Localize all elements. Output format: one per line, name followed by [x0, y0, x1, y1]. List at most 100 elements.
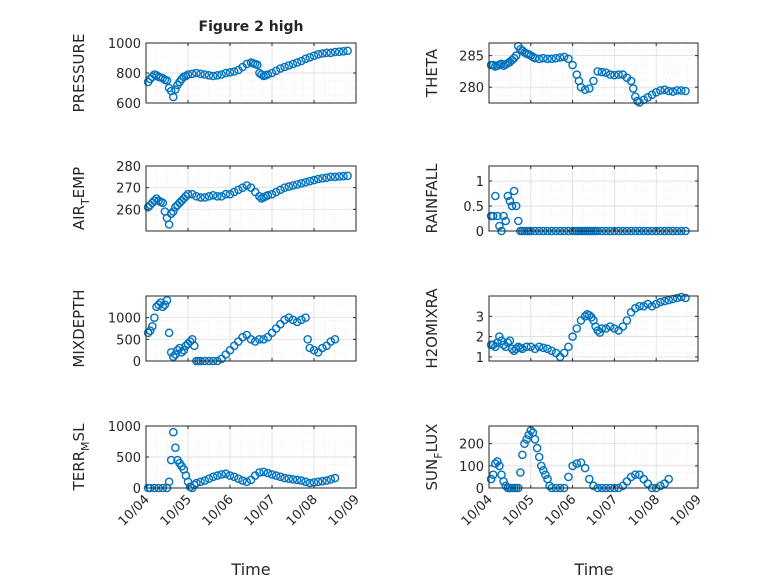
data-point — [622, 477, 632, 486]
data-point — [534, 452, 544, 462]
y-tick-label: 0.5 — [463, 200, 484, 215]
data-point — [522, 434, 531, 444]
data-point — [213, 471, 222, 480]
data-point — [576, 458, 586, 467]
data-point — [229, 187, 239, 197]
data-point — [589, 76, 598, 86]
data-point — [330, 473, 340, 483]
data-point — [297, 315, 306, 325]
data-point — [564, 342, 573, 352]
data-point — [551, 53, 561, 63]
data-point — [225, 189, 235, 199]
data-point — [162, 76, 172, 85]
data-point — [568, 461, 577, 471]
theta-y-axis-label: THETA — [423, 48, 441, 98]
data-point — [639, 474, 649, 484]
y-tick-label: 1000 — [108, 420, 141, 435]
data-point — [242, 181, 252, 190]
data-point — [252, 60, 262, 70]
data-point — [204, 71, 214, 80]
data-point — [656, 297, 665, 307]
data-point — [539, 53, 548, 63]
data-point — [499, 477, 508, 486]
data-point — [150, 196, 159, 205]
data-point — [568, 332, 577, 341]
data-point — [326, 172, 336, 182]
x-tick-label: 10/07 — [584, 492, 621, 529]
data-point — [200, 70, 210, 79]
data-point — [158, 74, 168, 83]
data-point — [221, 469, 231, 479]
h2omixra-y-axis-label: H2OMIXRA — [423, 288, 441, 369]
data-point — [330, 334, 340, 344]
data-point — [505, 196, 515, 206]
data-point — [660, 296, 669, 306]
data-point — [547, 54, 557, 64]
data-point — [499, 340, 508, 350]
y-tick-label: 0 — [476, 482, 484, 497]
data-point — [297, 178, 306, 188]
data-point — [593, 326, 603, 335]
theta-axes-box — [488, 42, 699, 104]
data-point — [643, 479, 653, 488]
data-point — [343, 46, 352, 56]
data-point — [263, 70, 273, 79]
data-point — [229, 341, 239, 351]
data-point — [539, 343, 548, 353]
data-point — [313, 174, 323, 184]
data-point — [626, 76, 636, 86]
data-point — [229, 67, 239, 76]
data-point — [229, 472, 239, 482]
data-point — [610, 324, 619, 333]
data-point — [526, 342, 536, 352]
y-tick-label: 200 — [459, 438, 484, 453]
data-point — [217, 470, 226, 479]
data-point — [145, 326, 155, 336]
rainfall-axes-box — [488, 165, 699, 232]
data-point — [208, 472, 218, 482]
terrmsl-panel: 0 500 1000 10/04 10/05 10/06 10/07 10/08 10/09 TE… — [70, 420, 363, 529]
data-point — [255, 191, 264, 201]
data-point — [192, 68, 201, 78]
data-point — [541, 470, 550, 480]
data-point — [509, 186, 519, 196]
data-point — [516, 468, 525, 477]
data-point — [518, 344, 527, 354]
data-point — [187, 69, 197, 79]
data-point — [318, 343, 327, 353]
data-point — [196, 69, 205, 79]
data-point — [305, 53, 315, 62]
data-point — [267, 68, 277, 78]
data-point — [276, 319, 285, 329]
data-point — [647, 90, 657, 100]
data-point — [309, 175, 319, 185]
air_temp-panel: 260 270 280 AIRTEMP — [70, 160, 357, 232]
data-point — [643, 299, 653, 309]
data-point — [288, 59, 298, 69]
data-point — [681, 293, 690, 303]
data-point — [568, 60, 577, 70]
data-point — [530, 344, 540, 354]
data-point — [179, 345, 189, 355]
sunflux-panel: 0 100 200 10/04 10/05 10/06 10/07 10/08 10/09 SUN… — [423, 424, 705, 530]
y-tick-label: 260 — [116, 203, 141, 218]
data-point — [610, 70, 619, 80]
air_temp-y-axis-label: AIRTEMP — [70, 167, 92, 230]
data-point — [572, 459, 582, 468]
data-point — [309, 51, 319, 61]
data-point — [647, 301, 657, 311]
y-tick-label: 280 — [116, 160, 141, 175]
data-point — [263, 468, 273, 478]
data-point — [677, 292, 686, 302]
data-point — [271, 471, 281, 480]
data-point — [154, 300, 163, 310]
data-point — [162, 295, 172, 305]
data-point — [639, 301, 649, 311]
data-point — [292, 475, 302, 485]
data-point — [651, 88, 661, 97]
theta-panel: 280 285 THETA — [423, 41, 699, 107]
data-point — [618, 322, 628, 331]
data-point — [677, 86, 686, 95]
data-point — [631, 92, 640, 101]
x-tick-label: 10/06 — [200, 492, 237, 529]
